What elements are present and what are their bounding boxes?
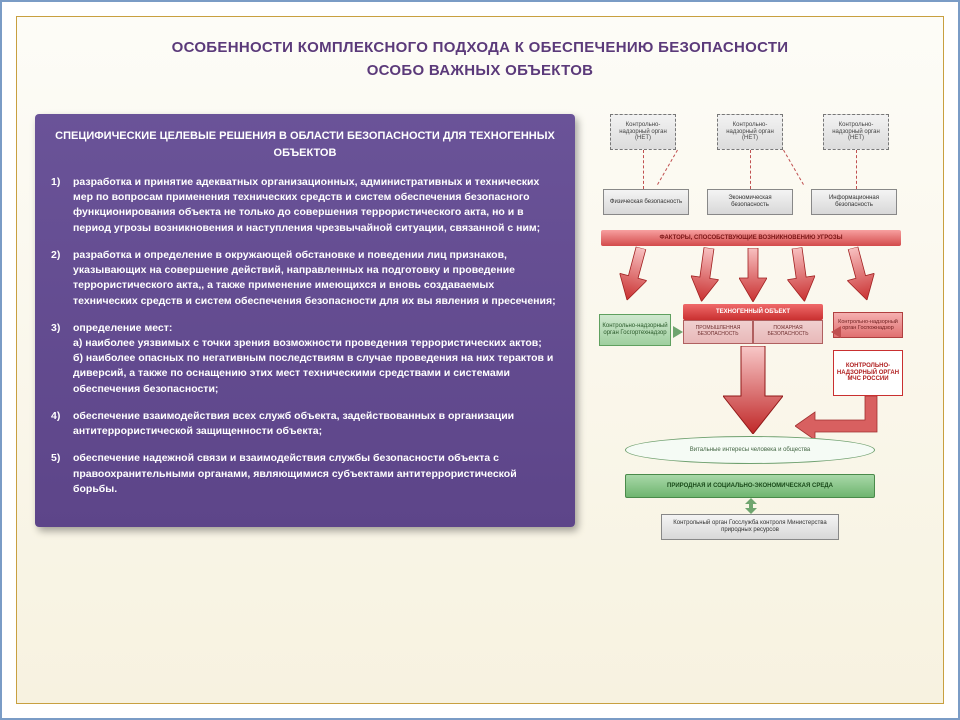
impact-arrow [723, 346, 783, 439]
side-arrow [673, 326, 683, 338]
threat-arrow-4 [839, 244, 881, 308]
item-text: обеспечение взаимодействия всех служб об… [73, 409, 559, 439]
top-dashed-box-2: Контрольно-надзорный орган (НЕТ) [823, 114, 889, 150]
dashed-diagonal [783, 150, 804, 185]
environment-bar: ПРИРОДНАЯ И СОЦИАЛЬНО-ЭКОНОМИЧЕСКАЯ СРЕД… [625, 474, 875, 498]
threat-arrow-1 [687, 246, 723, 308]
left-green-authority: Контрольно-надзорный орган Госгортехнадз… [599, 314, 671, 346]
tech-object-header: ТЕХНОГЕННЫЙ ОБЪЕКТ [683, 304, 823, 320]
list-item: 4)обеспечение взаимодействия всех служб … [51, 409, 559, 439]
security-diagram: Контрольно-надзорный орган (НЕТ) Контроль… [595, 114, 925, 624]
tech-sub-1: ПОЖАРНАЯ БЕЗОПАСНОСТЬ [753, 320, 823, 344]
item-text: разработка и определение в окружающей об… [73, 248, 559, 309]
double-arrow [743, 498, 759, 519]
threat-arrow-3 [783, 246, 819, 308]
item-text: определение мест: а) наиболее уязвимых с… [73, 321, 559, 397]
list-item: 5)обеспечение надежной связи и взаимодей… [51, 451, 559, 497]
list-item: 3)определение мест: а) наиболее уязвимых… [51, 321, 559, 397]
item-number: 2) [51, 248, 73, 309]
security-box-2: Информационная безопасность [811, 189, 897, 215]
dashed-connector [856, 150, 857, 189]
dashed-connector [643, 150, 644, 189]
slide-frame: ОСОБЕННОСТИ КОМПЛЕКСНОГО ПОДХОДА К ОБЕСП… [16, 16, 944, 704]
page-title: ОСОБЕННОСТИ КОМПЛЕКСНОГО ПОДХОДА К ОБЕСП… [35, 37, 925, 82]
interests-oval: Витальные интересы человека и общества [625, 436, 875, 464]
content-row: СПЕЦИФИЧЕСКИЕ ЦЕЛЕВЫЕ РЕШЕНИЯ В ОБЛАСТИ … [35, 114, 925, 624]
right-red-small: Контрольно-надзорный орган Госпожнадзор [833, 312, 903, 338]
tech-sub-0: ПРОМЫШЛЕННАЯ БЕЗОПАСНОСТЬ [683, 320, 753, 344]
dashed-diagonal [657, 150, 678, 185]
dashed-connector [750, 150, 751, 189]
item-number: 3) [51, 321, 73, 397]
item-text: обеспечение надежной связи и взаимодейст… [73, 451, 559, 497]
security-box-0: Физическая безопасность [603, 189, 689, 215]
top-dashed-box-1: Контрольно-надзорный орган (НЕТ) [717, 114, 783, 150]
title-line-1: ОСОБЕННОСТИ КОМПЛЕКСНОГО ПОДХОДА К ОБЕСП… [172, 39, 789, 56]
side-arrow [831, 326, 841, 338]
item-number: 5) [51, 451, 73, 497]
threat-arrow-0 [612, 244, 654, 308]
panel-subtitle: СПЕЦИФИЧЕСКИЕ ЦЕЛЕВЫЕ РЕШЕНИЯ В ОБЛАСТИ … [51, 128, 559, 161]
factors-bar: ФАКТОРЫ, СПОСОБСТВУЮЩИЕ ВОЗНИКНОВЕНИЮ УГ… [601, 230, 901, 246]
right-red-big: КОНТРОЛЬНО-НАДЗОРНЫЙ ОРГАН МЧС РОССИИ [833, 350, 903, 396]
item-text: разработка и принятие адекватных организ… [73, 175, 559, 236]
top-dashed-box-0: Контрольно-надзорный орган (НЕТ) [610, 114, 676, 150]
item-number: 1) [51, 175, 73, 236]
threat-arrow-2 [739, 248, 767, 307]
item-number: 4) [51, 409, 73, 439]
solutions-panel: СПЕЦИФИЧЕСКИЕ ЦЕЛЕВЫЕ РЕШЕНИЯ В ОБЛАСТИ … [35, 114, 575, 527]
solutions-list: 1)разработка и принятие адекватных орган… [51, 175, 559, 497]
list-item: 1)разработка и принятие адекватных орган… [51, 175, 559, 236]
security-box-1: Экономическая безопасность [707, 189, 793, 215]
title-line-2: ОСОБО ВАЖНЫХ ОБЪЕКТОВ [367, 62, 594, 79]
list-item: 2)разработка и определение в окружающей … [51, 248, 559, 309]
